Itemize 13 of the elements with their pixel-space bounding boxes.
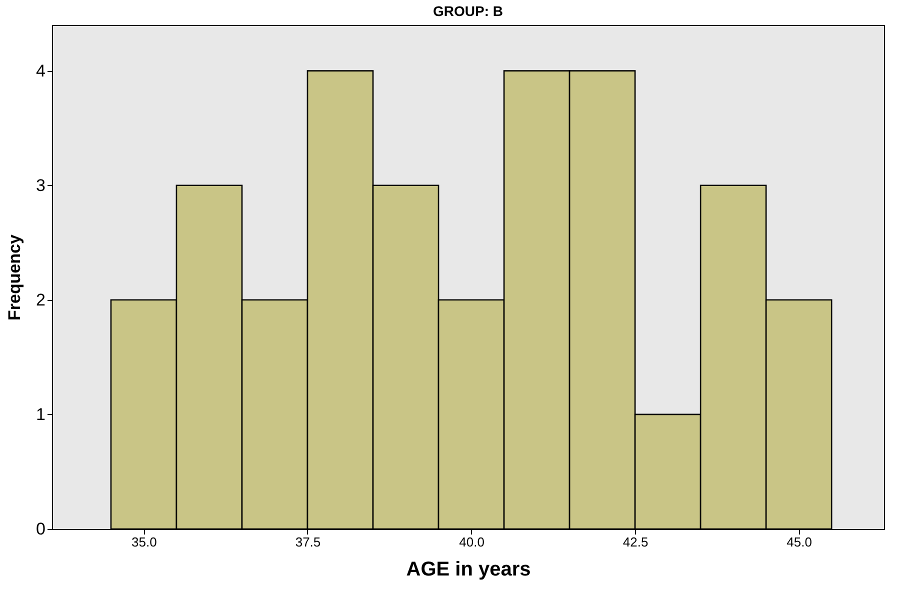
x-tick-label: 40.0 [459, 534, 484, 550]
x-tick-label: 42.5 [622, 534, 648, 550]
y-tick-label: 3 [36, 176, 46, 195]
x-tick-label: 37.5 [295, 534, 321, 550]
y-tick-label: 4 [36, 61, 46, 80]
x-tick-label: 45.0 [786, 534, 812, 550]
y-axis-title: Frequency [5, 234, 24, 320]
y-tick-label: 0 [36, 520, 46, 538]
x-tick-label: 35.0 [132, 534, 157, 550]
x-axis-title: AGE in years [406, 558, 531, 580]
chart-title: GROUP: B [433, 3, 503, 19]
y-tick-label: 1 [36, 404, 46, 424]
y-tick-label: 2 [36, 290, 46, 310]
